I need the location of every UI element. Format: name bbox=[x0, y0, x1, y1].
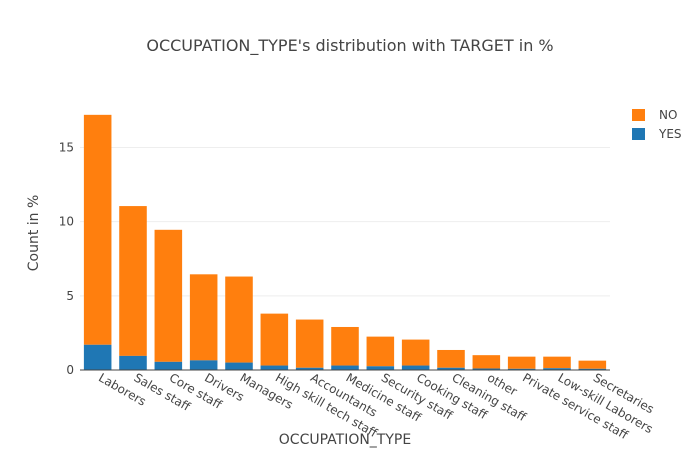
y-tick-label: 10 bbox=[59, 215, 74, 229]
bar-no-13 bbox=[543, 356, 571, 369]
bar-yes-7 bbox=[331, 365, 359, 370]
legend-swatch-no bbox=[632, 109, 645, 121]
bar-yes-9 bbox=[401, 365, 430, 370]
bar-yes-2 bbox=[154, 361, 183, 370]
bar-yes-3 bbox=[189, 360, 218, 370]
bar-no-0 bbox=[83, 114, 112, 345]
bar-yes-0 bbox=[83, 344, 112, 370]
bar-no-3 bbox=[189, 274, 218, 361]
bar-yes-13 bbox=[543, 368, 571, 370]
bar-no-2 bbox=[154, 229, 183, 362]
bar-yes-11 bbox=[472, 368, 501, 370]
bar-yes-1 bbox=[119, 355, 147, 370]
y-tick-label: 5 bbox=[66, 289, 74, 303]
bar-no-1 bbox=[119, 206, 147, 356]
bars-layer bbox=[83, 114, 607, 370]
bar-no-10 bbox=[437, 349, 465, 368]
bar-yes-14 bbox=[578, 368, 607, 370]
chart-title: OCCUPATION_TYPE's distribution with TARG… bbox=[146, 36, 553, 56]
legend-label-no: NO bbox=[659, 108, 677, 122]
legend-swatch-yes bbox=[632, 128, 645, 140]
legend: NO YES bbox=[632, 108, 682, 141]
y-tick-labels: 0 5 10 15 bbox=[59, 140, 74, 377]
bar-no-8 bbox=[366, 336, 395, 367]
bar-no-5 bbox=[260, 313, 289, 366]
bar-yes-5 bbox=[260, 365, 289, 370]
bar-yes-12 bbox=[507, 368, 536, 370]
bar-no-6 bbox=[295, 319, 324, 368]
bar-no-14 bbox=[578, 360, 607, 369]
bar-no-11 bbox=[472, 355, 501, 369]
bar-yes-8 bbox=[366, 366, 395, 370]
bar-no-9 bbox=[401, 339, 430, 366]
bar-no-7 bbox=[331, 326, 359, 366]
bar-yes-6 bbox=[295, 367, 324, 370]
y-tick-label: 0 bbox=[66, 363, 74, 377]
y-tick-label: 15 bbox=[59, 140, 74, 154]
y-axis-title: Count in % bbox=[26, 195, 42, 272]
bar-yes-10 bbox=[437, 367, 465, 370]
legend-label-yes: YES bbox=[658, 127, 682, 141]
bar-no-12 bbox=[507, 356, 536, 369]
x-axis-title: OCCUPATION_TYPE bbox=[279, 432, 411, 448]
bar-yes-4 bbox=[225, 362, 253, 370]
bar-no-4 bbox=[225, 276, 253, 363]
